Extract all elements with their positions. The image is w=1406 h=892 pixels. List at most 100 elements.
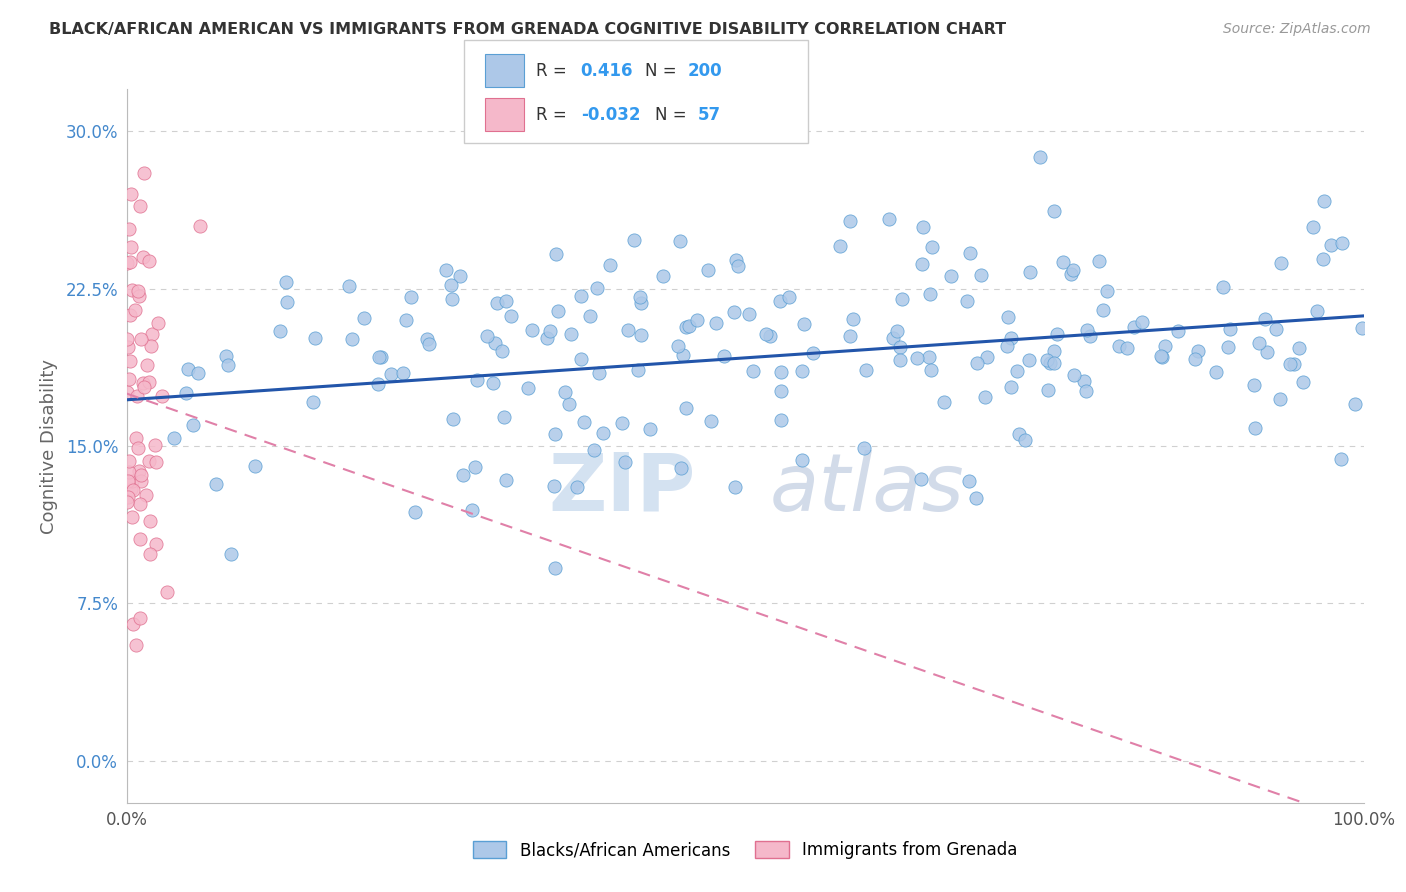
Point xyxy=(138,453,160,467)
Point xyxy=(1036,383,1059,397)
Point xyxy=(1000,380,1022,394)
Point xyxy=(652,269,675,284)
Point xyxy=(675,320,697,334)
Text: 200: 200 xyxy=(688,62,723,79)
Point xyxy=(724,252,747,267)
Point xyxy=(957,474,980,488)
Point xyxy=(450,268,472,283)
Point xyxy=(188,219,211,233)
Point xyxy=(536,331,558,345)
Point xyxy=(1052,255,1074,269)
Point xyxy=(120,308,142,322)
Point xyxy=(1150,349,1173,363)
Point xyxy=(995,339,1018,353)
Point xyxy=(616,323,638,337)
Point xyxy=(1330,235,1353,250)
Point xyxy=(1306,304,1329,318)
Text: ZIP: ZIP xyxy=(548,450,696,528)
Point xyxy=(970,268,993,283)
Point xyxy=(623,233,645,247)
Point xyxy=(134,380,156,394)
Text: -0.032: -0.032 xyxy=(581,106,640,124)
Point xyxy=(588,366,610,380)
Point xyxy=(932,395,955,409)
Point xyxy=(889,340,911,354)
Point xyxy=(1063,368,1085,383)
Point xyxy=(501,309,523,323)
Point xyxy=(1116,342,1139,356)
Point xyxy=(117,372,139,386)
Point xyxy=(557,396,579,410)
Point xyxy=(755,327,778,342)
Point xyxy=(139,547,162,561)
Point xyxy=(1043,343,1066,358)
Point xyxy=(910,472,932,486)
Point xyxy=(128,288,150,302)
Point xyxy=(120,354,142,368)
Point xyxy=(1264,321,1286,335)
Point xyxy=(855,362,877,376)
Point xyxy=(269,324,291,338)
Point xyxy=(115,385,138,400)
Point xyxy=(460,503,482,517)
Point xyxy=(742,364,765,378)
Point xyxy=(141,339,163,353)
Point xyxy=(219,547,242,561)
Point xyxy=(713,349,735,363)
Point xyxy=(538,325,561,339)
Point xyxy=(122,483,145,497)
Text: R =: R = xyxy=(536,62,572,79)
Point xyxy=(778,290,800,304)
Point xyxy=(121,474,143,488)
Point xyxy=(586,280,609,294)
Point xyxy=(1029,150,1052,164)
Point xyxy=(697,262,720,277)
Point xyxy=(129,497,152,511)
Point xyxy=(790,364,813,378)
Point xyxy=(592,426,614,441)
Point xyxy=(911,219,934,234)
Point xyxy=(1154,338,1177,352)
Point xyxy=(1152,351,1174,365)
Point xyxy=(1184,352,1206,367)
Point xyxy=(1092,303,1115,318)
Point xyxy=(367,350,389,364)
Point xyxy=(976,351,998,365)
Text: N =: N = xyxy=(655,106,692,124)
Point xyxy=(560,327,582,342)
Point xyxy=(1319,238,1341,252)
Point xyxy=(911,257,934,271)
Point xyxy=(304,331,326,345)
Point xyxy=(1078,329,1101,343)
Point xyxy=(1292,376,1315,390)
Point xyxy=(517,381,540,395)
Point xyxy=(131,468,153,483)
Point xyxy=(118,465,141,479)
Point xyxy=(890,292,912,306)
Point xyxy=(124,302,146,317)
Point xyxy=(769,293,792,308)
Point xyxy=(117,341,139,355)
Point xyxy=(156,585,179,599)
Point xyxy=(121,617,143,632)
Point xyxy=(1108,339,1130,353)
Point xyxy=(125,639,148,653)
Point xyxy=(544,561,567,575)
Point xyxy=(353,311,375,326)
Point xyxy=(132,250,155,264)
Point xyxy=(678,318,700,333)
Point xyxy=(1042,356,1064,370)
Point xyxy=(1167,324,1189,338)
Point xyxy=(491,344,513,359)
Point xyxy=(1122,319,1144,334)
Point xyxy=(177,362,200,376)
Text: atlas: atlas xyxy=(770,450,965,528)
Point xyxy=(1095,284,1118,298)
Point xyxy=(1014,433,1036,447)
Point xyxy=(700,414,723,428)
Point xyxy=(150,389,173,403)
Point xyxy=(544,247,567,261)
Text: BLACK/AFRICAN AMERICAN VS IMMIGRANTS FROM GRENADA COGNITIVE DISABILITY CORRELATI: BLACK/AFRICAN AMERICAN VS IMMIGRANTS FRO… xyxy=(49,22,1007,37)
Point xyxy=(1256,345,1278,359)
Point xyxy=(1351,320,1374,334)
